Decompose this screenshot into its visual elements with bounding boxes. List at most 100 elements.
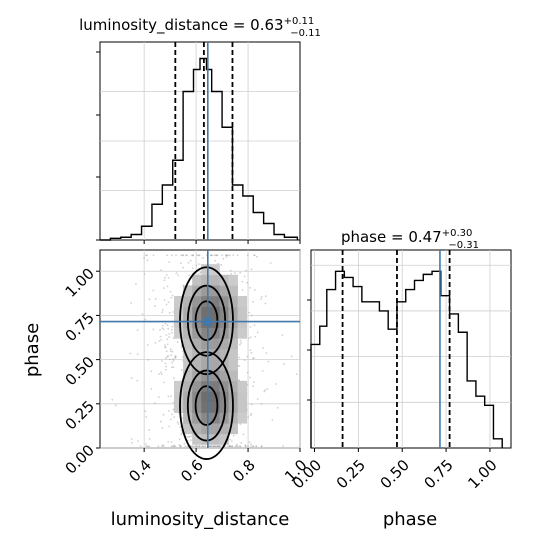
scatter-point: [215, 254, 218, 257]
scatter-point: [253, 324, 256, 327]
scatter-point: [225, 254, 227, 257]
scatter-point: [141, 313, 144, 316]
density-cell: [201, 285, 211, 297]
density-cell: [228, 370, 238, 382]
xtick-label: 1.00: [464, 456, 500, 492]
density-cell: [201, 306, 211, 318]
scatter-point: [218, 445, 221, 448]
scatter-point: [230, 272, 233, 275]
scatter-point: [214, 445, 217, 448]
scatter-point: [236, 443, 238, 446]
phase-title-plus: +0.30: [442, 228, 473, 239]
scatter-point: [247, 445, 249, 448]
scatter-point: [252, 381, 255, 383]
xtick-label: 0.6: [177, 456, 207, 486]
scatter-point: [228, 444, 231, 447]
scatter-point: [225, 254, 228, 257]
density-cell: [192, 412, 202, 424]
scatter-point: [229, 438, 232, 441]
scatter-point: [213, 445, 216, 448]
density-cell: [228, 274, 238, 286]
scatter-point: [252, 445, 254, 448]
scatter-point: [250, 268, 253, 271]
scatter-point: [188, 435, 191, 438]
scatter-point: [197, 263, 200, 265]
scatter-point: [249, 286, 251, 289]
scatter-point: [170, 328, 173, 331]
scatter-point: [231, 445, 234, 448]
scatter-point: [269, 262, 272, 264]
scatter-point: [250, 445, 253, 448]
scatter-point: [234, 272, 236, 274]
panel-lumdist-marginal: luminosity_distance = 0.63+0.11 −0.11: [79, 16, 321, 244]
density-cell: [228, 349, 238, 360]
scatter-point: [169, 418, 172, 421]
scatter-point: [182, 266, 185, 269]
scatter-point: [216, 445, 219, 448]
scatter-point: [248, 311, 251, 314]
density-cell: [201, 327, 211, 339]
scatter-point: [173, 444, 176, 447]
scatter-point: [191, 445, 194, 448]
scatter-point: [171, 361, 174, 364]
scatter-point: [181, 254, 184, 257]
phase-frame: [310, 249, 512, 449]
density-cell: [219, 402, 229, 413]
phase-xticks: 0.00 0.25 0.50 0.75 1.00: [289, 448, 501, 492]
scatter-point: [239, 271, 242, 274]
density-cell: [192, 423, 202, 435]
scatter-point: [210, 254, 213, 257]
density-contour: [194, 385, 219, 426]
scatter-point: [114, 404, 117, 407]
scatter-point: [248, 441, 251, 444]
histogram-step: [100, 57, 299, 241]
density-cell: [201, 412, 211, 424]
scatter-point: [244, 445, 247, 448]
scatter-point: [202, 445, 205, 448]
scatter-point: [179, 445, 182, 448]
scatter-point: [171, 350, 174, 353]
scatter-point: [275, 383, 277, 385]
scatter-point: [212, 445, 215, 448]
density-cell: [210, 391, 220, 403]
scatter-point: [253, 288, 256, 291]
scatter-point: [158, 373, 161, 375]
scatter-point: [166, 338, 169, 341]
scatter-point: [215, 254, 217, 257]
scatter-point: [177, 423, 180, 425]
scatter-point: [243, 275, 246, 278]
scatter-point: [230, 440, 233, 443]
scatter-point: [154, 298, 157, 300]
scatter-point: [168, 311, 171, 314]
scatter-point: [166, 355, 169, 358]
scatter-point: [169, 350, 172, 353]
density-cell: [183, 295, 193, 307]
scatter-point: [260, 295, 263, 298]
scatter-point: [163, 381, 165, 384]
scatter-point: [159, 329, 161, 331]
scatter-point: [166, 324, 169, 326]
density-cell: [192, 402, 202, 413]
scatter-point: [189, 259, 192, 262]
scatter-point: [165, 365, 167, 368]
scatter-point: [166, 343, 169, 346]
scatter-point: [192, 445, 195, 448]
lumdist-title-minus: −0.11: [290, 28, 321, 39]
scatter-point: [196, 445, 199, 448]
scatter-point: [253, 254, 256, 257]
density-cell: [192, 380, 202, 392]
density-cell: [192, 359, 202, 371]
scatter-point: [244, 444, 247, 447]
phase-title: phase = 0.47+0.30 −0.31: [341, 228, 479, 251]
density-cell: [210, 295, 220, 307]
density-cell: [228, 327, 238, 339]
phase-quantile-lines: [341, 250, 451, 448]
scatter-point: [183, 442, 186, 445]
density-cell: [201, 274, 211, 286]
scatter-point: [247, 416, 250, 419]
phase-xlabel: phase: [383, 509, 437, 530]
scatter-point: [238, 365, 241, 367]
scatter-point: [136, 379, 139, 382]
density-cell: [201, 349, 211, 360]
